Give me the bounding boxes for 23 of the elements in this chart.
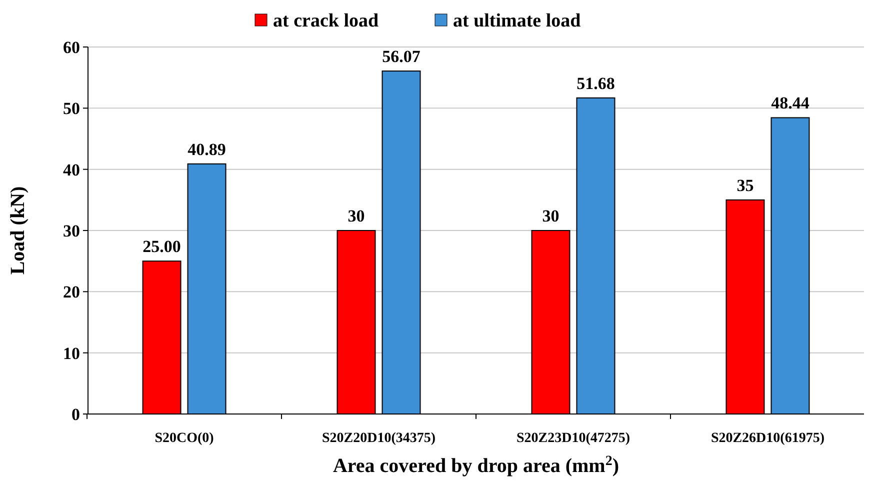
y-tick-label: 60 [63, 38, 80, 57]
x-tick-label: S20Z20D10(34375) [322, 431, 436, 446]
x-tick-label: S20CO(0) [154, 431, 214, 446]
x-tick-label: S20Z23D10(47275) [516, 431, 630, 446]
y-tick-label: 30 [63, 221, 80, 240]
data-label: 51.68 [576, 74, 615, 93]
data-label: 56.07 [382, 47, 421, 66]
data-label: 40.89 [188, 140, 226, 159]
y-tick-label: 0 [72, 404, 80, 424]
data-label: 30 [348, 206, 365, 226]
data-label: 48.44 [771, 94, 810, 113]
data-label: 35 [736, 176, 754, 195]
y-tick-label: 10 [63, 344, 80, 363]
y-tick-label: 40 [63, 160, 80, 180]
y-tick-label: 50 [63, 99, 80, 118]
y-tick-label: 20 [63, 282, 80, 302]
x-tick-label: S20Z26D10(61975) [710, 431, 825, 446]
data-label: 25.00 [142, 237, 181, 256]
legend-label: at crack load [273, 10, 379, 32]
x-axis-title: Area covered by drop area (mm$^{2}$) [332, 454, 620, 477]
y-axis-title: Load (kN) [7, 186, 29, 275]
data-label: 30 [542, 206, 560, 226]
legend-label: at ultimate load [453, 10, 582, 32]
